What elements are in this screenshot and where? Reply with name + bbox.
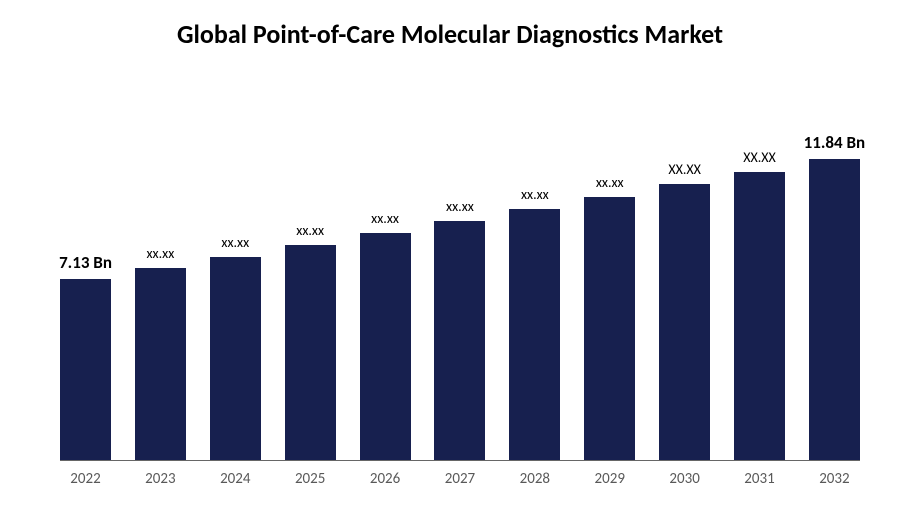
bar-group: xx.xx xyxy=(509,209,560,460)
bar-group: 11.84 Bn xyxy=(809,159,860,460)
bar xyxy=(659,184,710,460)
bar-group: xx.xx xyxy=(584,197,635,460)
bar xyxy=(285,245,336,460)
bar-value-label: xx.xx xyxy=(521,186,549,203)
bar-group: XX.XX xyxy=(659,184,710,460)
bar-group: XX.XX xyxy=(734,172,785,460)
bar xyxy=(434,221,485,460)
x-axis-label: 2032 xyxy=(809,470,860,488)
bar-value-label: xx.xx xyxy=(371,210,399,227)
x-axis-label: 2030 xyxy=(659,470,710,488)
bar-value-label: 11.84 Bn xyxy=(804,132,866,153)
x-axis-label: 2029 xyxy=(584,470,635,488)
x-axis-label: 2026 xyxy=(360,470,411,488)
bar-value-label: XX.XX xyxy=(743,149,776,166)
x-axis-label: 2025 xyxy=(285,470,336,488)
bar-group: 7.13 Bn xyxy=(60,279,111,460)
bar-value-label: 7.13 Bn xyxy=(59,252,112,273)
bar-group: xx.xx xyxy=(135,268,186,460)
bar-value-label: xx.xx xyxy=(296,222,324,239)
bar-group: xx.xx xyxy=(210,257,261,460)
bar xyxy=(509,209,560,460)
chart-title: Global Point-of-Care Molecular Diagnosti… xyxy=(0,0,900,51)
bar xyxy=(210,257,261,460)
x-axis-label: 2023 xyxy=(135,470,186,488)
bar-value-label: xx.xx xyxy=(596,174,624,191)
bar xyxy=(584,197,635,460)
x-axis-label: 2028 xyxy=(509,470,560,488)
bar-value-label: xx.xx xyxy=(221,234,249,251)
bar-group: xx.xx xyxy=(360,233,411,460)
bar-group: xx.xx xyxy=(285,245,336,460)
bars-container: 7.13 Bn xx.xx xx.xx xx.xx xx.xx xx.xx xx.xx xx.… xyxy=(60,120,860,460)
bar xyxy=(135,268,186,460)
bar-value-label: xx.xx xyxy=(146,245,174,262)
bar xyxy=(734,172,785,460)
x-axis-label: 2022 xyxy=(60,470,111,488)
chart-plot-area: 7.13 Bn xx.xx xx.xx xx.xx xx.xx xx.xx xx.xx xx.… xyxy=(60,120,860,460)
x-axis-line xyxy=(60,460,860,461)
bar-group: xx.xx xyxy=(434,221,485,460)
x-axis-labels: 2022 2023 2024 2025 2026 2027 2028 2029 2030 2031… xyxy=(60,470,860,488)
x-axis-label: 2027 xyxy=(434,470,485,488)
bar-value-label: xx.xx xyxy=(446,198,474,215)
x-axis-label: 2024 xyxy=(210,470,261,488)
bar xyxy=(809,159,860,460)
bar xyxy=(360,233,411,460)
x-axis-label: 2031 xyxy=(734,470,785,488)
bar-value-label: XX.XX xyxy=(668,161,701,178)
bar xyxy=(60,279,111,460)
